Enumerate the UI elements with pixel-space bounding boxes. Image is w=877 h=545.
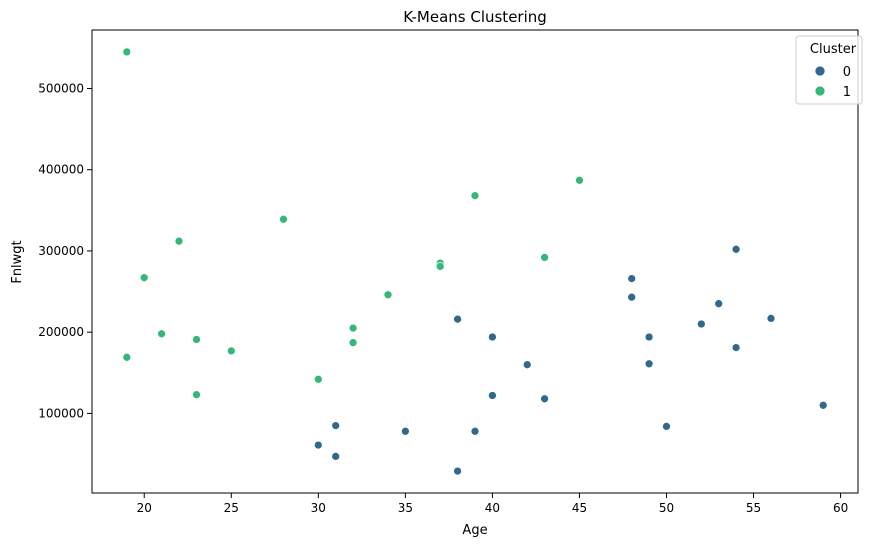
data-point-cluster-0 [488, 332, 497, 342]
legend-marker-cluster-0 [814, 65, 826, 77]
data-point-cluster-1 [540, 253, 549, 262]
x-tick-label: 20 [137, 501, 152, 515]
legend-label-cluster-1: 1 [843, 85, 851, 100]
data-point-cluster-0 [696, 319, 706, 329]
data-point-cluster-1 [279, 214, 288, 224]
data-point-cluster-1 [383, 290, 393, 300]
chart-title: K-Means Clustering [403, 8, 547, 26]
data-point-cluster-1 [122, 47, 132, 57]
data-point-cluster-1 [435, 262, 445, 271]
plot-area [122, 47, 828, 476]
data-point-cluster-0 [331, 421, 341, 430]
x-tick-label: 30 [311, 501, 326, 515]
data-point-cluster-1 [174, 236, 184, 246]
data-point-cluster-0 [627, 274, 637, 283]
data-point-cluster-1 [226, 346, 236, 356]
data-point-cluster-0 [540, 394, 549, 404]
data-point-cluster-1 [470, 191, 480, 201]
legend-box [795, 35, 863, 105]
x-tick-label: 25 [224, 501, 239, 515]
data-point-cluster-0 [331, 452, 341, 461]
data-point-cluster-0 [731, 343, 741, 352]
data-point-cluster-0 [522, 360, 532, 370]
data-point-cluster-0 [714, 299, 724, 309]
plot-frame [91, 29, 859, 494]
data-point-cluster-0 [453, 466, 462, 476]
legend-marker-cluster-1 [814, 85, 826, 97]
x-tick-label: 55 [746, 501, 761, 515]
y-axis: 100000 200000 300000 400000 500000 [38, 81, 92, 420]
data-point-cluster-1 [348, 323, 358, 333]
data-point-cluster-0 [818, 400, 828, 410]
data-point-cluster-0 [488, 391, 497, 400]
data-point-cluster-0 [627, 292, 637, 302]
y-tick-label: 500000 [38, 81, 84, 95]
data-point-cluster-0 [731, 244, 741, 254]
data-point-cluster-0 [644, 359, 654, 369]
x-axis-label: Age [462, 523, 487, 538]
data-point-cluster-1 [157, 329, 166, 339]
data-point-cluster-0 [662, 422, 671, 431]
data-point-cluster-0 [644, 332, 654, 342]
data-point-cluster-1 [122, 352, 132, 362]
data-point-cluster-1 [139, 273, 149, 283]
data-point-cluster-0 [766, 314, 776, 323]
x-tick-label: 40 [485, 501, 500, 515]
y-tick-label: 300000 [38, 244, 84, 258]
data-point-cluster-1 [575, 175, 584, 185]
y-tick-label: 100000 [38, 406, 84, 420]
legend-title: Cluster [810, 42, 857, 57]
x-tick-label: 50 [659, 501, 674, 515]
x-tick-label: 60 [833, 501, 848, 515]
data-point-cluster-0 [401, 426, 410, 436]
data-point-cluster-0 [453, 314, 462, 324]
data-point-cluster-1 [348, 338, 358, 348]
data-point-cluster-1 [192, 335, 201, 344]
data-point-cluster-0 [313, 440, 323, 450]
legend: Cluster 0 1 [795, 35, 863, 105]
y-tick-label: 400000 [38, 163, 84, 177]
x-tick-label: 45 [572, 501, 587, 515]
y-axis-label: Fnlwgt [10, 240, 25, 283]
x-axis: 20 25 30 35 40 45 50 55 60 [137, 493, 848, 515]
x-tick-label: 35 [398, 501, 413, 515]
data-point-cluster-1 [192, 390, 201, 400]
data-point-cluster-1 [313, 374, 323, 384]
y-tick-label: 200000 [38, 325, 84, 339]
data-point-cluster-0 [470, 426, 480, 436]
legend-label-cluster-0: 0 [843, 65, 851, 80]
